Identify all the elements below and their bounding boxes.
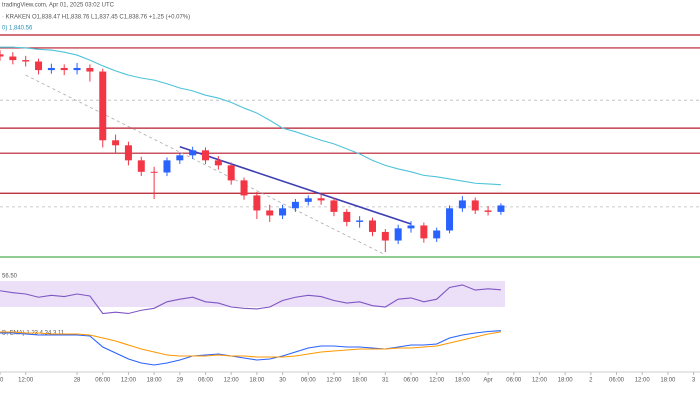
candle-body	[176, 155, 184, 161]
pane-label: D, EMA) 1.23 4.34 3.11	[2, 331, 65, 337]
series-line	[0, 284, 501, 315]
x-tick-label: 06:00	[198, 378, 214, 384]
candle-body	[330, 200, 338, 212]
candle-body	[446, 208, 454, 231]
x-tick-label: 12:00	[121, 378, 137, 384]
candle-body	[99, 71, 107, 141]
x-tick-label: 06:00	[404, 378, 420, 384]
x-tick-label: 06:00	[301, 378, 317, 384]
candle-body	[317, 198, 325, 201]
series-line	[0, 46, 501, 186]
candle-body	[124, 145, 132, 161]
candle-body	[407, 225, 415, 229]
candle-body	[137, 160, 145, 172]
candle-body	[189, 150, 197, 156]
x-tick-label: 12:00	[429, 378, 445, 384]
candle-body	[279, 208, 287, 216]
candle-body	[497, 205, 505, 212]
x-tick-label: 2	[589, 378, 593, 384]
candle-body	[112, 140, 120, 146]
indicator-label: 0) 1,840.56	[2, 26, 33, 32]
candle-body	[73, 67, 81, 71]
x-tick-label: 06:00	[609, 378, 625, 384]
chart-subtitle: tradingView.com, Apr 01, 2025 03:02 UTC	[2, 3, 115, 9]
candle-body	[266, 210, 274, 216]
x-tick-label: 28	[74, 378, 81, 384]
chart-title: · KRAKEN O1,838.47 H1,838.76 L1,837.45 C…	[2, 15, 190, 21]
x-tick-label: 12:00	[326, 378, 342, 384]
candle-body	[202, 150, 210, 161]
x-tick-label: Apr	[483, 378, 492, 384]
candle-body	[394, 228, 402, 241]
x-tick-label: 18:00	[455, 378, 471, 384]
x-tick-label: 18:00	[660, 378, 676, 384]
candle-body	[484, 210, 492, 212]
candle-body	[471, 200, 479, 211]
series-line	[0, 330, 501, 366]
candle-body	[343, 211, 351, 222]
candle-body	[433, 230, 441, 239]
x-tick-label: 12:00	[224, 378, 240, 384]
candle-body	[86, 67, 94, 72]
candle-body	[60, 67, 68, 71]
x-tick-label: 06:00	[95, 378, 111, 384]
x-tick-label: 31	[382, 378, 389, 384]
x-tick-label: 29	[176, 378, 183, 384]
candle-body	[150, 171, 158, 173]
candle-body	[214, 160, 222, 166]
candle-body	[356, 220, 364, 222]
x-tick-label: 12:00	[532, 378, 548, 384]
candle-body	[9, 56, 17, 61]
x-tick-label: 06:00	[506, 378, 522, 384]
candle-body	[253, 195, 261, 211]
candle-body	[22, 60, 30, 62]
candle-body	[458, 200, 466, 209]
candle-body	[47, 67, 55, 71]
rsi-band	[0, 281, 505, 307]
candle-body	[0, 54, 4, 57]
trend-line	[25, 74, 386, 256]
x-tick-label: 18:00	[147, 378, 163, 384]
pane-label: 56.50	[2, 274, 18, 280]
candle-body	[227, 165, 235, 181]
series-line	[0, 331, 502, 358]
x-tick-label: 30	[279, 378, 286, 384]
candle-body	[291, 201, 299, 209]
candle-body	[304, 198, 312, 202]
candle-body	[368, 220, 376, 232]
candle-body	[381, 231, 389, 241]
candle-body	[420, 225, 428, 239]
candle-body	[163, 160, 171, 173]
x-tick-label: 12:00	[635, 378, 651, 384]
candle-body	[240, 180, 248, 196]
x-tick-label: 12:00	[18, 378, 34, 384]
x-tick-label: 18:00	[352, 378, 368, 384]
x-tick-label: 18:00	[558, 378, 574, 384]
x-tick-label: 18:00	[249, 378, 265, 384]
x-tick-label: 3	[692, 378, 696, 384]
x-tick-label: 00	[0, 378, 4, 384]
candle-body	[35, 61, 43, 71]
